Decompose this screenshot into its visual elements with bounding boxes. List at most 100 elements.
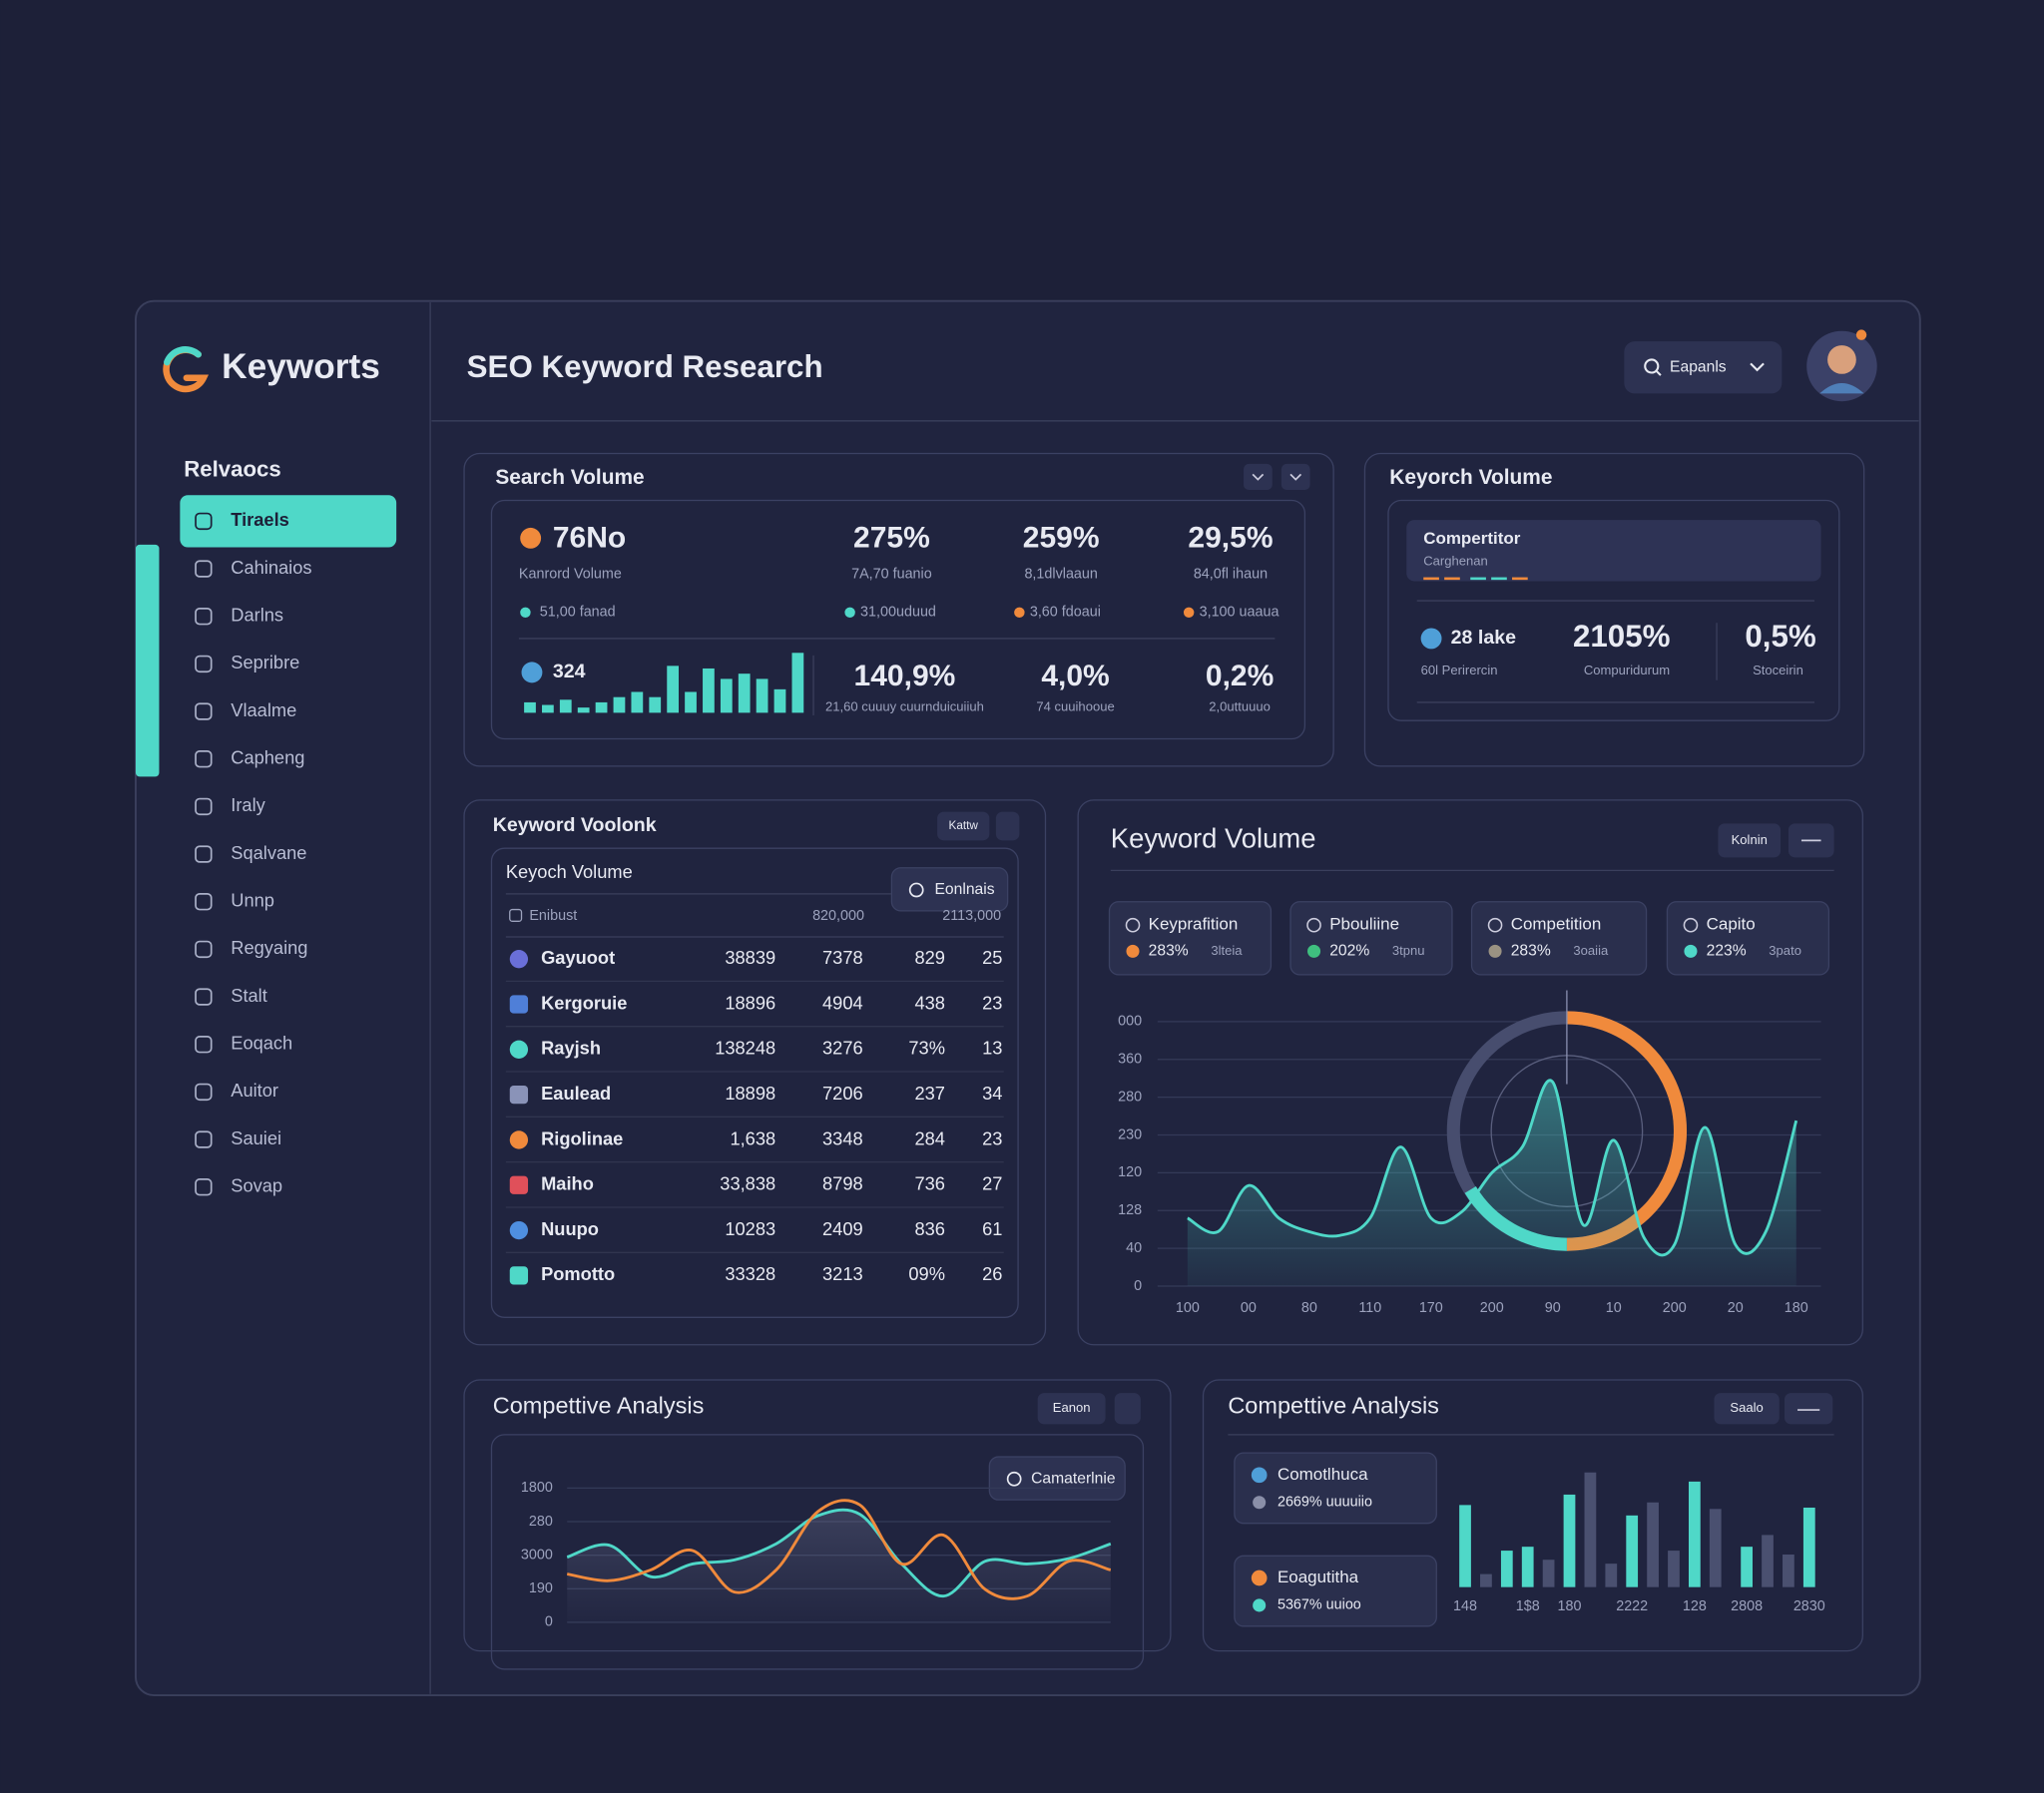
row-icon [509,1266,529,1285]
nav-item[interactable]: Capheng [231,747,304,768]
table-cell: 3213 [822,1263,863,1284]
nav-icon [195,893,213,911]
card-control[interactable] [1784,1393,1833,1425]
mini-bar [738,673,751,713]
nav-item[interactable]: Eoqach [231,1033,292,1054]
note-dot [520,607,531,619]
bar [1500,1551,1513,1587]
x-tick-label: 100 [1176,1300,1200,1316]
x-tick-label: 2830 [1793,1598,1825,1614]
nav-item[interactable]: Sovap [231,1175,282,1196]
button-label[interactable]: Kolnin [1732,832,1768,847]
nav-item-active[interactable] [180,495,397,548]
legend-icon [1125,917,1141,933]
search-label[interactable]: Eapanls [1670,358,1727,375]
legend-value: 223% [1707,942,1747,959]
button-label[interactable]: Eanon [1053,1400,1091,1415]
legend-name: Pbouliine [1329,915,1399,934]
legend-note: 3tpnu [1392,943,1425,958]
table-cell: 73% [908,1038,945,1059]
nav-item[interactable]: Vlaalme [231,699,296,720]
bar [1480,1573,1492,1587]
nav-item[interactable]: Tiraels [231,509,289,530]
nav-icon [195,1036,213,1054]
table-cell: 09% [908,1263,945,1284]
table-cell: 27 [982,1173,1002,1194]
search-button[interactable] [1624,341,1783,394]
card-button[interactable] [1718,823,1782,858]
table-cell: 18898 [725,1083,775,1104]
nav-item[interactable]: Regyaing [231,937,307,958]
table-cell: 138248 [715,1038,775,1059]
column-header: 2113,000 [942,908,1001,924]
legend-dot [1307,944,1321,958]
table-cell: 7206 [822,1083,863,1104]
stat-label: 21,60 cuuuy cuurnduicuiiuh [825,699,984,714]
x-tick-label: 180 [1558,1598,1582,1614]
nav-item[interactable]: Darlns [231,605,283,626]
y-tick-label: 0 [1134,1278,1142,1294]
mini-bar [613,696,626,713]
keyword-name: Pomotto [541,1263,615,1284]
card-button[interactable] [937,811,990,841]
x-tick-label: 1$8 [1516,1598,1540,1614]
mini-bar [649,696,662,713]
table-cell: 33,838 [720,1173,775,1194]
y-tick-label: 120 [1118,1164,1142,1180]
keyword-name: Eaulead [541,1083,611,1104]
card-title: Compettive Analysis [1228,1393,1439,1419]
bar [1668,1551,1680,1587]
nav-item[interactable]: Stalt [231,985,267,1006]
search-icon [1644,358,1660,374]
nav-item[interactable]: Unnp [231,890,274,911]
card-button[interactable] [1714,1393,1780,1425]
nav-item[interactable]: Sauiei [231,1127,281,1148]
card-control[interactable] [995,811,1020,841]
card [490,499,1306,740]
search-icon-handle [1656,370,1662,376]
nav-item[interactable]: Iraly [231,794,265,815]
card [1077,799,1863,1346]
nav-item[interactable]: Sepribre [231,652,299,672]
action-label[interactable]: Eonlnais [935,881,995,898]
action-button[interactable] [890,867,1009,912]
nav-accent [135,544,160,777]
app-frame [134,299,1921,1697]
metric-value: 76No [553,522,626,555]
nav-item[interactable]: Sqalvane [231,842,306,863]
nav-icon [195,940,213,959]
metric-value: 29,5% [1188,522,1273,555]
bar [1584,1472,1597,1587]
banner [1406,520,1821,582]
metric-icon [520,527,542,549]
mini-bar [542,704,554,713]
table-cell: 18896 [725,992,775,1013]
avatar-body [1819,382,1864,394]
x-tick-label: 80 [1301,1300,1317,1316]
card-button[interactable] [1037,1393,1106,1425]
legend-value: 283% [1149,942,1189,959]
nav-icon [195,1130,213,1148]
x-tick-label: 10 [1606,1300,1622,1316]
note-dot [1183,607,1195,619]
legend-name: Keyprafition [1149,915,1239,934]
legend-value: 2669% uuuuiio [1278,1495,1372,1511]
table-cell: 829 [914,947,944,968]
action-label[interactable]: Camaterlnie [1031,1470,1116,1487]
action-button[interactable] [988,1456,1126,1501]
line-area [567,1510,1111,1622]
card-control[interactable] [1114,1393,1141,1425]
table-cell: 3276 [822,1038,863,1059]
metric-value: 259% [1023,522,1100,555]
button-label[interactable]: Saalo [1730,1400,1763,1415]
stat-value: 2105% [1573,619,1671,654]
button-label[interactable]: Kattw [949,819,979,832]
card-control[interactable] [1244,463,1273,491]
nav-icon [195,608,213,626]
nav-item[interactable]: Auitor [231,1080,278,1101]
bar [1783,1555,1794,1587]
card-control[interactable] [1280,463,1310,491]
nav-item[interactable]: Cahinaios [231,557,311,578]
line-series [566,1499,1112,1600]
